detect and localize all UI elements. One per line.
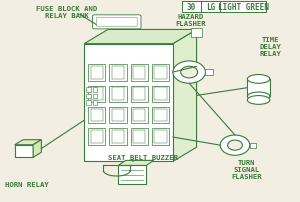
Bar <box>91 88 103 101</box>
Bar <box>206 70 213 76</box>
Text: LIGHT GREEN: LIGHT GREEN <box>218 3 268 12</box>
Polygon shape <box>15 140 41 145</box>
Bar <box>182 2 201 13</box>
Bar <box>154 130 167 143</box>
Text: TURN
SIGNAL
FLASHER: TURN SIGNAL FLASHER <box>232 160 262 180</box>
Bar <box>110 65 127 81</box>
Bar <box>110 129 127 145</box>
Bar <box>86 101 91 105</box>
Bar <box>92 101 97 105</box>
Bar <box>112 130 124 143</box>
Bar <box>88 129 105 145</box>
Polygon shape <box>118 161 154 166</box>
Bar <box>88 108 105 124</box>
Bar <box>154 67 167 79</box>
Text: TIME
DELAY
RELAY: TIME DELAY RELAY <box>260 36 281 56</box>
Bar <box>152 86 169 103</box>
Bar <box>110 108 127 124</box>
Bar <box>86 94 91 99</box>
Bar <box>88 65 105 81</box>
Bar <box>201 2 220 13</box>
Bar <box>152 129 169 145</box>
Bar <box>130 108 148 124</box>
Bar <box>112 109 124 122</box>
Ellipse shape <box>248 93 270 101</box>
Bar <box>154 88 167 101</box>
Bar <box>91 67 103 79</box>
FancyBboxPatch shape <box>96 18 137 27</box>
Bar <box>112 88 124 101</box>
Bar <box>110 86 127 103</box>
Bar <box>118 166 146 184</box>
Text: LG: LG <box>206 3 215 12</box>
Text: FUSE BLOCK AND
RELAY BANK: FUSE BLOCK AND RELAY BANK <box>36 6 97 19</box>
Polygon shape <box>84 30 196 44</box>
Ellipse shape <box>248 75 270 84</box>
Bar <box>15 145 33 158</box>
Bar <box>112 67 124 79</box>
Polygon shape <box>173 30 196 162</box>
Text: SEAT BELT BUZZER: SEAT BELT BUZZER <box>108 155 178 161</box>
Circle shape <box>228 140 242 150</box>
Bar <box>88 86 105 103</box>
Bar <box>91 130 103 143</box>
Bar <box>130 129 148 145</box>
Text: HORN RELAY: HORN RELAY <box>5 181 49 187</box>
Bar <box>86 88 91 92</box>
Bar <box>92 88 97 92</box>
Bar <box>248 80 270 97</box>
Bar <box>130 65 148 81</box>
Bar <box>133 88 146 101</box>
Bar <box>92 94 97 99</box>
FancyBboxPatch shape <box>92 16 141 30</box>
Bar <box>130 86 148 103</box>
Bar <box>133 67 146 79</box>
Circle shape <box>220 135 250 156</box>
Polygon shape <box>33 140 41 158</box>
Bar <box>84 44 173 162</box>
Bar <box>154 109 167 122</box>
Ellipse shape <box>248 96 270 105</box>
Bar <box>152 108 169 124</box>
Bar <box>190 29 202 37</box>
Text: HAZARD
FLASHER: HAZARD FLASHER <box>175 14 206 27</box>
Bar <box>220 2 266 13</box>
Text: 30: 30 <box>187 3 196 12</box>
Bar <box>133 109 146 122</box>
Circle shape <box>181 67 198 79</box>
Bar <box>152 65 169 81</box>
Circle shape <box>173 62 206 84</box>
Bar <box>250 143 256 148</box>
Bar <box>91 109 103 122</box>
Bar <box>133 130 146 143</box>
